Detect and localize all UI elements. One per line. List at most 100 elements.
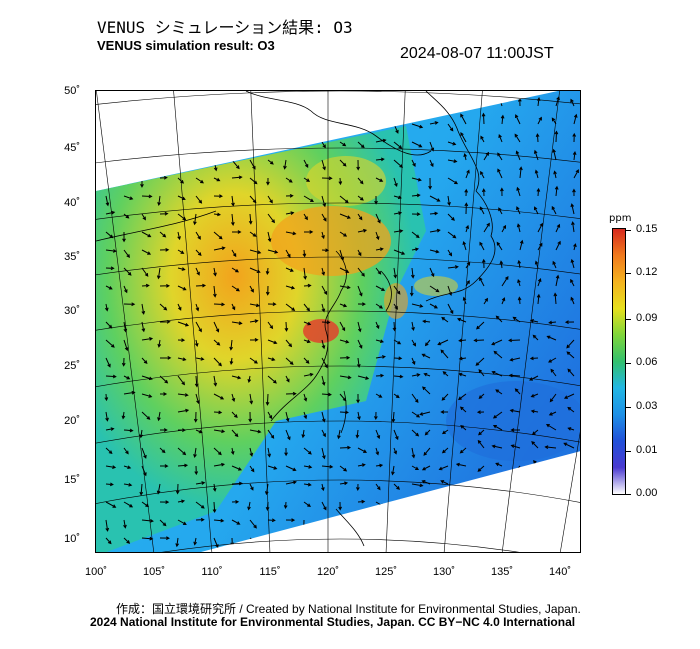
wind-arrow [411, 159, 416, 167]
wind-arrow [508, 373, 521, 378]
wind-arrow [429, 303, 438, 309]
wind-arrow [105, 357, 111, 368]
wind-arrow [429, 121, 439, 125]
wind-arrow [374, 195, 378, 205]
wind-arrow [465, 224, 470, 233]
wind-arrow [265, 267, 270, 276]
wind-arrow [512, 515, 521, 521]
wind-arrow [475, 482, 485, 486]
wind-arrow [478, 429, 485, 436]
wind-arrow [303, 393, 308, 402]
wind-arrow [490, 534, 503, 539]
wind-arrow [267, 465, 278, 470]
wind-arrow [423, 447, 431, 456]
wind-arrow [285, 285, 296, 290]
wind-arrow [473, 338, 485, 343]
wind-arrow [441, 393, 449, 401]
wind-arrow [441, 316, 449, 323]
wind-arrow [267, 447, 272, 458]
wind-arrow [249, 429, 262, 434]
wind-arrow [429, 195, 441, 202]
wind-arrow [231, 213, 235, 226]
wind-arrow [447, 213, 455, 221]
wind-arrow [375, 303, 384, 309]
lat-tick: 15˚ [64, 474, 80, 486]
wind-arrow [570, 258, 575, 269]
wind-arrow [123, 465, 132, 470]
wind-arrow [267, 518, 276, 523]
wind-arrow [440, 480, 449, 485]
wind-arrow [457, 517, 467, 522]
longitude-line [96, 91, 155, 552]
wind-arrow [105, 266, 115, 271]
coastlines [96, 91, 496, 547]
wind-arrow [422, 535, 431, 540]
wind-arrow [339, 303, 348, 308]
wind-arrow [464, 188, 469, 197]
wind-arrow [303, 303, 311, 312]
wind-arrow [285, 357, 294, 365]
lat-tick: 40˚ [64, 197, 80, 209]
wind-arrow [141, 140, 150, 145]
wind-arrow [303, 447, 312, 455]
wind-arrow [105, 447, 113, 455]
wind-arrow [495, 389, 503, 395]
wind-arrow [423, 372, 431, 377]
wind-arrow [321, 176, 333, 181]
wind-arrow [141, 105, 150, 112]
wind-arrow [447, 123, 454, 132]
wind-arrow [267, 339, 278, 345]
wind-arrow [339, 481, 349, 486]
wind-arrow [463, 97, 467, 107]
wind-arrow [231, 141, 241, 146]
wind-arrow [357, 321, 362, 333]
wind-arrow [194, 141, 199, 150]
wind-arrow [429, 285, 440, 293]
wind-arrow [303, 267, 307, 280]
wind-arrow [563, 480, 575, 485]
wind-arrow [213, 321, 220, 333]
wind-arrow [285, 211, 295, 215]
wind-arrow [285, 391, 297, 396]
wind-arrow [121, 357, 126, 367]
wind-arrow [339, 465, 348, 472]
wind-arrow [375, 213, 381, 224]
wind-arrow [572, 132, 577, 143]
wind-arrow [267, 249, 279, 254]
wind-arrow [459, 406, 467, 413]
wind-arrow [530, 393, 539, 398]
wind-arrow [498, 134, 503, 143]
wind-arrow [159, 247, 170, 252]
wind-arrow [357, 375, 370, 380]
wind-arrow [213, 246, 226, 251]
wind-arrow [231, 393, 236, 402]
wind-arrow [195, 357, 205, 361]
wind-arrow [437, 339, 449, 346]
wind-arrow [213, 194, 223, 199]
wind-arrow [419, 501, 431, 505]
wind-arrow [249, 338, 259, 342]
wind-arrow [573, 243, 577, 251]
wind-arrow [177, 375, 186, 386]
wind-arrow [267, 302, 277, 307]
wind-arrow [321, 231, 325, 240]
wind-arrow [421, 519, 431, 523]
wind-arrow [195, 105, 207, 111]
wind-arrow [375, 447, 380, 456]
wind-arrow [339, 231, 348, 237]
wind-arrow [285, 537, 291, 544]
wind-arrow [480, 170, 485, 179]
wind-arrow [193, 213, 197, 226]
wind-arrow [375, 321, 380, 330]
wind-arrow [267, 321, 274, 330]
wind-arrow [177, 105, 184, 114]
wind-arrow [438, 465, 449, 471]
wind-arrow [479, 276, 485, 287]
wind-arrow [375, 177, 384, 182]
wind-arrow [356, 393, 360, 404]
lat-tick: 35˚ [64, 251, 80, 263]
wind-arrow [231, 249, 237, 258]
wind-arrow [393, 447, 398, 455]
colorbar-tick: 0.01 [636, 444, 658, 456]
wind-arrow [357, 267, 365, 277]
